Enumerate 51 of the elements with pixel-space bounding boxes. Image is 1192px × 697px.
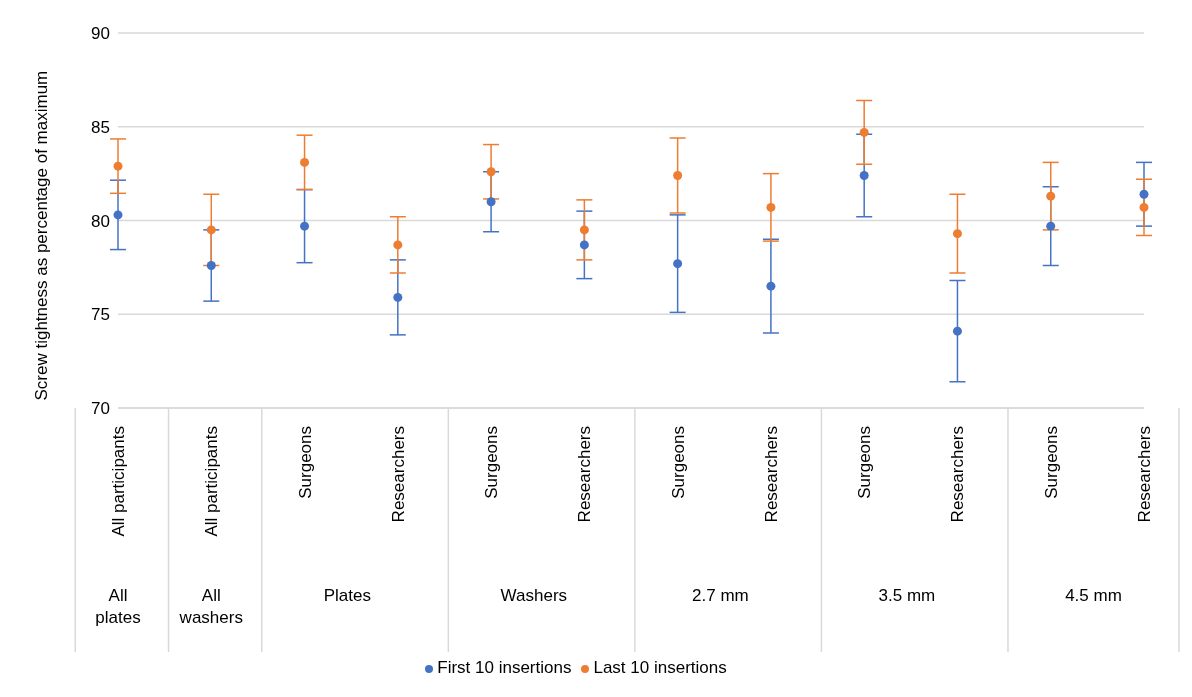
point [393, 240, 403, 250]
point [206, 225, 216, 235]
point [1139, 189, 1149, 199]
point [952, 229, 962, 239]
x-tick-label: Researchers [1135, 426, 1154, 523]
y-tick-label: 75 [91, 305, 110, 325]
legend-label: Last 10 insertions [593, 658, 727, 677]
text: 4.5 mm [1065, 586, 1122, 605]
x-tick-label: Researchers [575, 426, 595, 523]
x-tick-label: Researchers [761, 426, 781, 523]
x-tick-label: Surgeons [295, 426, 315, 499]
point [673, 259, 683, 269]
point [113, 161, 123, 171]
point [1046, 221, 1056, 231]
y-tick-label: 85 [91, 117, 110, 137]
text: 2.7 mm [692, 586, 749, 605]
text: Plates [323, 586, 371, 605]
x-tick-label: Surgeons [855, 426, 875, 499]
x-tick-label: All participants [202, 426, 222, 537]
y-tick-label: 90 [91, 24, 110, 44]
point [766, 202, 776, 212]
point [300, 157, 310, 167]
text: All plates [95, 586, 141, 627]
text: 3.5 mm [878, 586, 936, 605]
point [579, 240, 589, 250]
point [300, 221, 310, 231]
point [113, 210, 123, 220]
text: All washers [178, 586, 243, 627]
point [206, 261, 216, 270]
legend-label: First 10 insertions [437, 658, 572, 677]
y-axis-title: Screw tightness as percentage of maximum [32, 70, 52, 401]
x-tick-label: Surgeons [668, 426, 688, 499]
point [859, 171, 869, 180]
point [859, 127, 869, 137]
x-tick-label: Researchers [388, 426, 408, 523]
x-tick-label: Surgeons [1041, 426, 1061, 499]
point [1139, 202, 1149, 212]
point [766, 281, 776, 291]
y-tick-label: 70 [91, 399, 110, 419]
x-tick-label: Researchers [948, 426, 968, 523]
point [486, 197, 496, 207]
point [1046, 191, 1056, 201]
point [673, 171, 683, 180]
point [486, 167, 496, 177]
point [393, 292, 403, 302]
x-tick-label: Surgeons [482, 426, 502, 499]
y-tick-label: 80 [91, 211, 110, 231]
point [579, 225, 589, 235]
x-tick-label: All participants [109, 426, 128, 537]
point [952, 326, 962, 336]
text: Washers [500, 586, 568, 605]
